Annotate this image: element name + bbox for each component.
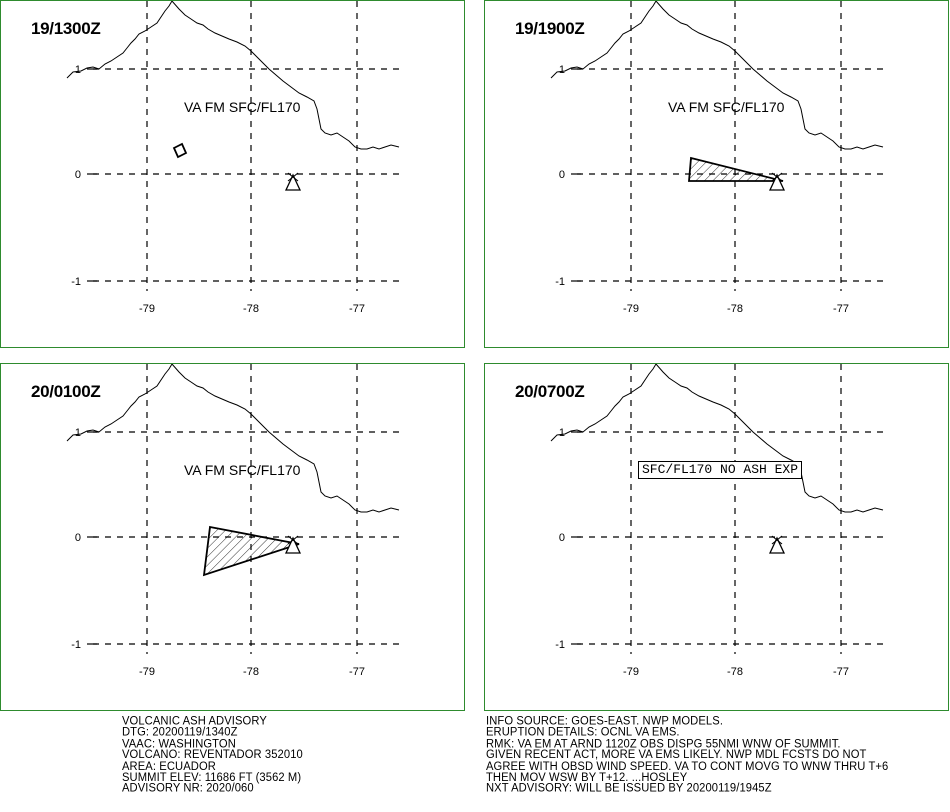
forecast-panel-t6: 1 0 -1 -79 -78 -77 19/1900Z VA FM SFC/FL170 bbox=[484, 0, 949, 348]
ash-cloud-polygon bbox=[172, 142, 188, 159]
coastline bbox=[550, 364, 884, 513]
advisory-remarks-block: INFO SOURCE: GOES-EAST. NWP MODELS. ERUP… bbox=[486, 714, 889, 796]
longitude-label: -79 bbox=[623, 303, 639, 315]
longitude-label: -77 bbox=[833, 666, 849, 678]
advisory-header-block: VOLCANIC ASH ADVISORY DTG: 20200119/1340… bbox=[122, 714, 303, 796]
valid-time-label: 19/1300Z bbox=[31, 19, 101, 38]
volcano-triangle-icon bbox=[768, 536, 786, 554]
map-canvas: 1 0 -1 -79 -78 -77 bbox=[66, 364, 403, 678]
ash-cloud-polygon bbox=[202, 525, 300, 577]
volcano-triangle-icon bbox=[284, 536, 302, 554]
coastline bbox=[66, 1, 400, 150]
remarks-line: INFO SOURCE: GOES-EAST. NWP MODELS. bbox=[486, 714, 724, 728]
flight-level-label: VA FM SFC/FL170 bbox=[668, 99, 785, 115]
latitude-label: 1 bbox=[75, 427, 81, 439]
longitude-label: -79 bbox=[139, 303, 155, 315]
latitude-label: -1 bbox=[71, 639, 81, 651]
coastline bbox=[66, 364, 400, 513]
longitude-label: -77 bbox=[833, 303, 849, 315]
valid-time-label: 20/0100Z bbox=[31, 382, 101, 401]
map-canvas: 1 0 -1 -79 -78 -77 bbox=[66, 1, 403, 315]
latitude-label: -1 bbox=[555, 639, 565, 651]
map-canvas: 1 0 -1 -79 -78 -77 bbox=[550, 364, 887, 678]
latitude-label: 0 bbox=[559, 532, 565, 544]
advisory-line: AREA: ECUADOR bbox=[122, 759, 216, 773]
latitude-label: -1 bbox=[555, 276, 565, 288]
latitude-label: 1 bbox=[559, 64, 565, 76]
remarks-line: GIVEN RECENT ACT, MORE VA EMS LIKELY. NW… bbox=[486, 748, 867, 762]
forecast-panel-t18: 1 0 -1 -79 -78 -77 20/0700Z SFC/FL170 NO ASH … bbox=[484, 363, 949, 711]
no-ash-label: SFC/FL170 NO ASH EXP bbox=[638, 461, 803, 479]
longitude-label: -77 bbox=[349, 303, 365, 315]
remarks-line: NXT ADVISORY: WILL BE ISSUED BY 20200119… bbox=[486, 782, 772, 796]
forecast-panel-t0: 1 0 -1 -79 -78 -77 19/1300Z VA FM SFC/FL170 bbox=[0, 0, 465, 348]
volcano-triangle-icon bbox=[768, 173, 786, 191]
flight-level-label: VA FM SFC/FL170 bbox=[184, 462, 301, 478]
eruption-marker-icon bbox=[771, 172, 783, 182]
longitude-label: -78 bbox=[243, 666, 259, 678]
latitude-label: 0 bbox=[75, 532, 81, 544]
longitude-label: -79 bbox=[623, 666, 639, 678]
advisory-line: DTG: 20200119/1340Z bbox=[122, 726, 238, 740]
latitude-label: -1 bbox=[71, 276, 81, 288]
latitude-label: 1 bbox=[559, 427, 565, 439]
advisory-line: VOLCANO: REVENTADOR 352010 bbox=[122, 748, 303, 762]
longitude-label: -77 bbox=[349, 666, 365, 678]
eruption-marker-icon bbox=[287, 172, 299, 182]
valid-time-label: 20/0700Z bbox=[515, 382, 585, 401]
map-canvas: 1 0 -1 -79 -78 -77 bbox=[550, 1, 887, 315]
volcano-triangle-icon bbox=[284, 173, 302, 191]
valid-time-label: 19/1900Z bbox=[515, 19, 585, 38]
advisory-line: VOLCANIC ASH ADVISORY bbox=[122, 714, 267, 728]
longitude-label: -78 bbox=[727, 666, 743, 678]
advisory-line: SUMMIT ELEV: 11686 FT (3562 M) bbox=[122, 771, 302, 785]
advisory-line: ADVISORY NR: 2020/060 bbox=[122, 782, 254, 796]
latitude-label: 1 bbox=[75, 64, 81, 76]
ash-cloud-polygon bbox=[688, 156, 784, 182]
eruption-marker-icon bbox=[771, 535, 783, 545]
forecast-panel-t12: 1 0 -1 -79 -78 -77 20/0100Z VA FM SFC/FL170 bbox=[0, 363, 465, 711]
latitude-label: 0 bbox=[559, 169, 565, 181]
remarks-line: AGREE WITH OBSD WIND SPEED. VA TO CONT M… bbox=[486, 759, 889, 773]
longitude-label: -78 bbox=[727, 303, 743, 315]
coastline bbox=[550, 1, 884, 150]
eruption-marker-icon bbox=[287, 535, 299, 545]
remarks-line: THEN MOV WSW BY T+12. ...HOSLEY bbox=[486, 771, 688, 785]
longitude-label: -78 bbox=[243, 303, 259, 315]
remarks-line: ERUPTION DETAILS: OCNL VA EMS. bbox=[486, 726, 680, 740]
longitude-label: -79 bbox=[139, 666, 155, 678]
remarks-line: RMK: VA EM AT ARND 1120Z OBS DISPG 55NMI… bbox=[486, 737, 841, 751]
flight-level-label: VA FM SFC/FL170 bbox=[184, 99, 301, 115]
advisory-line: VAAC: WASHINGTON bbox=[122, 737, 236, 751]
latitude-label: 0 bbox=[75, 169, 81, 181]
